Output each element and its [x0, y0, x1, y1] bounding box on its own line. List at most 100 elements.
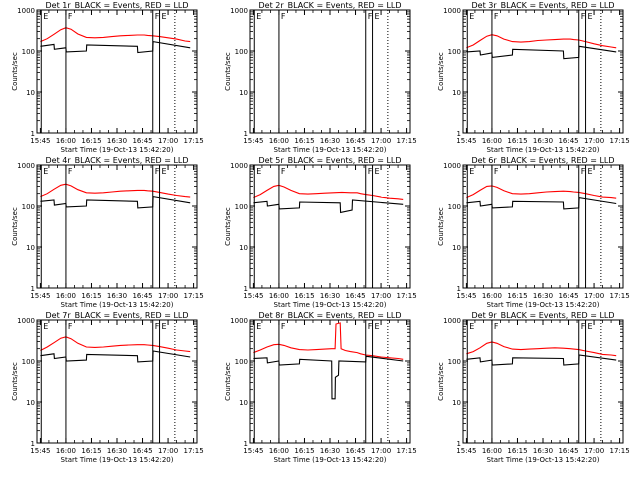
marker-label-f: F — [68, 12, 73, 21]
detector-panel-2: Det 2r_BLACK = Events, RED = LLD 1 10 100 10… — [224, 1, 417, 154]
x-tick-label: 17:15 — [610, 137, 630, 145]
x-tick-label: 16:00 — [269, 447, 289, 455]
marker-label-f: F — [368, 322, 373, 331]
x-tick-label: 16:15 — [294, 292, 314, 300]
x-tick-label: 16:15 — [294, 137, 314, 145]
x-tick-label: 15:45 — [456, 447, 476, 455]
y-tick-label: 1 — [31, 440, 35, 448]
plot-frame — [249, 9, 411, 134]
y-tick-label: 1 — [244, 440, 248, 448]
y-axis-label: Counts/sec — [437, 362, 445, 401]
x-axis-label: Start Time (19-Oct-13 15:42:20) — [61, 301, 174, 309]
marker-label-f: F — [155, 12, 160, 21]
lld-series-line — [40, 183, 191, 198]
x-tick-label: 16:45 — [345, 292, 365, 300]
x-tick-label: 16:00 — [482, 447, 502, 455]
x-axis-label: Start Time (19-Oct-13 15:42:20) — [487, 146, 600, 154]
y-tick-label: 1 — [31, 130, 35, 138]
x-tick-label: 16:45 — [132, 447, 152, 455]
x-tick-label: 16:00 — [269, 292, 289, 300]
events-series-line — [253, 355, 404, 400]
x-tick-label: 16:15 — [81, 292, 101, 300]
x-tick-label: 15:45 — [456, 137, 476, 145]
x-tick-label: 17:00 — [584, 292, 604, 300]
y-tick-label: 10 — [452, 89, 461, 97]
y-tick-label: 1 — [457, 130, 461, 138]
marker-label-e: E — [43, 322, 48, 331]
x-tick-label: 15:45 — [30, 447, 50, 455]
y-tick-label: 1000 — [443, 162, 461, 170]
y-tick-label: 100 — [22, 358, 35, 366]
plot-frame — [462, 319, 624, 444]
y-tick-label: 1000 — [17, 317, 35, 325]
y-tick-label: 10 — [452, 399, 461, 407]
x-tick-label: 16:45 — [558, 447, 578, 455]
x-tick-label: 16:00 — [56, 292, 76, 300]
detector-panel-9: Det 9r_BLACK = Events, RED = LLD 1 10 100 10… — [437, 311, 630, 464]
marker-label-e: E — [469, 322, 474, 331]
y-axis-label: Counts/sec — [224, 362, 232, 401]
marker-label-e: E — [43, 167, 48, 176]
y-tick-label: 1000 — [230, 162, 248, 170]
marker-label-e: E — [162, 12, 167, 21]
y-tick-label: 10 — [239, 244, 248, 252]
x-tick-label: 16:30 — [533, 292, 553, 300]
panel-title: Det 9r_BLACK = Events, RED = LLD — [471, 311, 614, 320]
x-tick-label: 16:00 — [482, 137, 502, 145]
x-axis-label: Start Time (19-Oct-13 15:42:20) — [274, 146, 387, 154]
marker-label-f: F — [281, 322, 286, 331]
marker-label-f: F — [581, 322, 586, 331]
x-tick-label: 16:45 — [132, 292, 152, 300]
marker-label-e: E — [588, 167, 593, 176]
x-axis-label: Start Time (19-Oct-13 15:42:20) — [487, 456, 600, 464]
lld-series-line — [466, 185, 617, 199]
y-tick-label: 100 — [22, 48, 35, 56]
x-tick-label: 17:15 — [184, 447, 204, 455]
marker-label-e: E — [162, 322, 167, 331]
marker-label-e: E — [162, 167, 167, 176]
marker-label-e: E — [469, 167, 474, 176]
plot-frame — [462, 164, 624, 289]
events-series-line — [253, 199, 404, 214]
x-tick-label: 15:45 — [30, 137, 50, 145]
y-tick-label: 100 — [235, 48, 248, 56]
y-axis-label: Counts/sec — [11, 52, 19, 91]
y-axis-label: Counts/sec — [437, 52, 445, 91]
y-tick-label: 1 — [244, 285, 248, 293]
marker-label-f: F — [281, 167, 286, 176]
marker-label-e: E — [256, 322, 261, 331]
x-tick-label: 16:30 — [320, 292, 340, 300]
x-tick-label: 16:30 — [107, 137, 127, 145]
marker-label-f: F — [281, 12, 286, 21]
detector-panel-8: Det 8r_BLACK = Events, RED = LLD 1 10 100 10… — [224, 311, 417, 464]
y-tick-label: 100 — [448, 358, 461, 366]
events-series-line — [40, 350, 191, 363]
panel-title: Det 8r_BLACK = Events, RED = LLD — [258, 311, 401, 320]
marker-label-f: F — [368, 12, 373, 21]
detector-panel-6: Det 6r_BLACK = Events, RED = LLD 1 10 100 10… — [437, 156, 630, 309]
y-tick-label: 1 — [457, 440, 461, 448]
detector-panel-1: Det 1r_BLACK = Events, RED = LLD 1 10 100 10… — [11, 1, 204, 154]
y-tick-label: 100 — [448, 203, 461, 211]
marker-label-f: F — [494, 167, 499, 176]
lld-series-line — [40, 336, 191, 353]
y-tick-label: 10 — [26, 244, 35, 252]
x-tick-label: 16:00 — [56, 137, 76, 145]
marker-label-f: F — [581, 167, 586, 176]
x-tick-label: 17:00 — [158, 292, 178, 300]
events-series-line — [40, 195, 191, 209]
marker-label-f: F — [368, 167, 373, 176]
y-tick-label: 1000 — [17, 7, 35, 15]
y-tick-label: 1000 — [443, 7, 461, 15]
y-tick-label: 1000 — [443, 317, 461, 325]
marker-label-f: F — [68, 322, 73, 331]
panel-title: Det 3r_BLACK = Events, RED = LLD — [471, 1, 614, 10]
x-tick-label: 15:45 — [243, 292, 263, 300]
x-tick-label: 17:15 — [184, 292, 204, 300]
y-axis-label: Counts/sec — [224, 207, 232, 246]
x-tick-label: 17:00 — [371, 292, 391, 300]
x-tick-label: 16:30 — [320, 447, 340, 455]
detector-panel-3: Det 3r_BLACK = Events, RED = LLD 1 10 100 10… — [437, 1, 630, 154]
marker-label-e: E — [256, 167, 261, 176]
y-axis-label: Counts/sec — [437, 207, 445, 246]
